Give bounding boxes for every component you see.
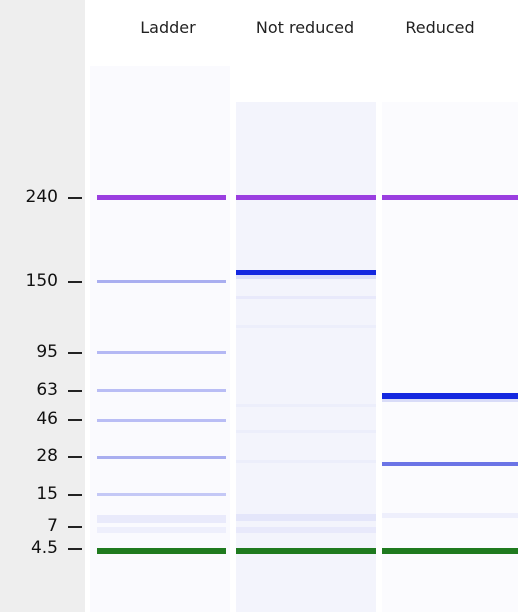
marker-label-150: 150: [25, 271, 58, 291]
reduced-bands: [382, 195, 518, 554]
marker-label-240: 240: [25, 187, 58, 207]
band-faint: [236, 460, 376, 463]
marker-label-46: 46: [36, 409, 58, 429]
band-28: [97, 456, 226, 459]
band-faint: [97, 527, 226, 533]
band-63: [97, 389, 226, 392]
band-15: [97, 493, 226, 496]
band-150: [97, 280, 226, 283]
band-240: [382, 195, 518, 200]
lane-header-not-reduced: Not reduced: [255, 18, 355, 37]
band-faint: [236, 296, 376, 299]
band-heavy: [382, 393, 518, 399]
marker-label-7: 7: [47, 516, 58, 536]
band-4.5: [97, 548, 226, 554]
band-main: [236, 270, 376, 275]
marker-label-28: 28: [36, 446, 58, 466]
band-faint: [236, 404, 376, 407]
reduced-lane: [382, 102, 518, 612]
band-faint: [236, 527, 376, 533]
band-4.5: [382, 548, 518, 554]
band-faint: [236, 514, 376, 521]
band-faint: [97, 515, 226, 523]
lane-header-reduced: Reduced: [405, 18, 475, 37]
marker-ticks: [68, 197, 82, 550]
marker-label-95: 95: [36, 342, 58, 362]
band-4.5: [236, 548, 376, 554]
band-faint: [236, 325, 376, 328]
ladder-bands: [97, 195, 226, 554]
marker-label-15: 15: [36, 484, 58, 504]
band-95: [97, 351, 226, 354]
band-faint: [382, 513, 518, 518]
band-240: [97, 195, 226, 200]
band-light: [382, 462, 518, 466]
lane-header-ladder: Ladder: [140, 18, 196, 37]
marker-margin: [0, 0, 85, 612]
not-reduced-bands: [236, 195, 376, 554]
marker-label-4.5: 4.5: [30, 538, 58, 558]
marker-label-63: 63: [36, 380, 58, 400]
band-46: [97, 419, 226, 422]
band-shadow: [382, 399, 518, 402]
band-240: [236, 195, 376, 200]
not-reduced-lane: [236, 102, 376, 612]
band-shadow: [236, 275, 376, 279]
band-faint: [236, 430, 376, 433]
